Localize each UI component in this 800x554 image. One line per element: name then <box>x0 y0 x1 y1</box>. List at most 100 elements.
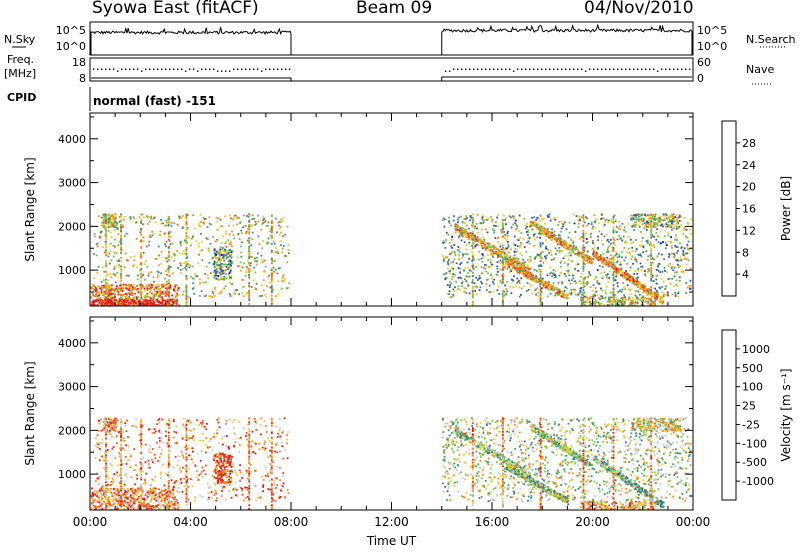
echo-cell <box>567 254 570 257</box>
echo-cell <box>248 298 251 300</box>
echo-cell <box>217 278 220 281</box>
echo-cell <box>504 256 507 258</box>
echo-cell <box>98 235 101 238</box>
echo-cell <box>572 242 575 244</box>
echo-cell <box>655 218 658 221</box>
echo-cell <box>102 214 104 217</box>
echo-cell <box>270 302 273 305</box>
echo-cell <box>105 235 107 238</box>
echo-cell <box>108 216 111 219</box>
freq-point <box>553 68 555 70</box>
echo-cell <box>631 304 634 306</box>
echo-cell <box>645 215 647 217</box>
echo-cell <box>642 299 645 302</box>
echo-cell <box>543 228 545 230</box>
echo-cell <box>596 256 599 259</box>
echo-cell <box>448 293 450 295</box>
echo-cell <box>612 296 615 298</box>
echo-cell <box>616 260 619 263</box>
echo-cell <box>673 253 676 256</box>
echo-cell <box>202 216 205 219</box>
echo-cell <box>248 282 251 285</box>
echo-cell <box>645 297 648 300</box>
echo-cell <box>120 289 122 292</box>
echo-cell <box>505 239 508 241</box>
echo-cell <box>544 283 546 285</box>
echo-cell <box>467 232 469 235</box>
echo-cell <box>560 237 562 240</box>
echo-cell <box>254 221 257 223</box>
echo-cell <box>190 275 192 278</box>
echo-cell <box>630 280 633 283</box>
echo-cell <box>569 282 572 285</box>
echo-cell <box>663 294 666 297</box>
echo-cell <box>260 258 263 261</box>
echo-cell <box>610 264 613 267</box>
echo-cell <box>449 253 451 255</box>
echo-cell <box>626 251 628 254</box>
echo-cell <box>539 303 542 306</box>
echo-cell <box>282 275 285 277</box>
echo-cell <box>598 282 600 285</box>
echo-cell <box>647 297 649 300</box>
echo-cell <box>571 274 574 277</box>
echo-cell <box>526 225 528 228</box>
freq-point <box>557 68 559 70</box>
echo-cell <box>614 266 617 269</box>
echo-cell <box>140 228 143 230</box>
echo-cell <box>240 232 243 234</box>
echo-cell <box>142 251 145 254</box>
echo-cell <box>539 272 542 275</box>
echo-cell <box>453 251 456 253</box>
echo-cell <box>635 258 637 261</box>
echo-cell <box>608 298 610 301</box>
echo-cell <box>117 259 120 261</box>
echo-cell <box>658 299 661 302</box>
echo-cell <box>535 278 537 280</box>
echo-cell <box>624 276 626 279</box>
echo-cell <box>640 231 642 233</box>
echo-cell <box>502 230 504 233</box>
echo-cell <box>536 279 539 282</box>
echo-cell <box>654 300 656 303</box>
echo-cell <box>559 243 562 246</box>
echo-cell <box>539 244 542 247</box>
echo-cell <box>159 293 162 295</box>
echo-cell <box>169 284 172 287</box>
echo-cell <box>282 235 284 238</box>
echo-cell <box>276 231 278 234</box>
echo-cell <box>109 295 112 298</box>
freq-point <box>261 70 263 72</box>
echo-cell <box>636 296 639 299</box>
echo-cell <box>586 299 589 301</box>
echo-cell <box>676 222 679 225</box>
echo-cell <box>105 275 107 277</box>
echo-cell <box>581 301 584 304</box>
echo-cell <box>547 234 550 237</box>
echo-cell <box>479 286 482 289</box>
echo-cell <box>166 221 168 224</box>
echo-cell <box>98 285 100 288</box>
echo-cell <box>474 290 477 292</box>
freq-point <box>113 68 115 70</box>
echo-cell <box>500 248 503 251</box>
echo-cell <box>580 216 583 219</box>
echo-cell <box>456 228 459 231</box>
echo-cell <box>109 292 112 295</box>
echo-cell <box>655 289 658 292</box>
echo-cell <box>682 251 685 254</box>
echo-cell <box>682 232 685 235</box>
echo-cell <box>191 265 194 268</box>
echo-cell <box>169 286 172 288</box>
echo-cell <box>497 214 500 216</box>
echo-cell <box>621 256 623 259</box>
echo-cell <box>675 284 678 286</box>
echo-cell <box>579 238 581 240</box>
echo-cell <box>578 215 580 217</box>
echo-cell <box>623 273 626 276</box>
echo-cell <box>573 289 576 292</box>
echo-cell <box>99 231 102 234</box>
echo-cell <box>555 293 558 295</box>
echo-cell <box>607 264 610 267</box>
echo-cell <box>650 231 653 233</box>
